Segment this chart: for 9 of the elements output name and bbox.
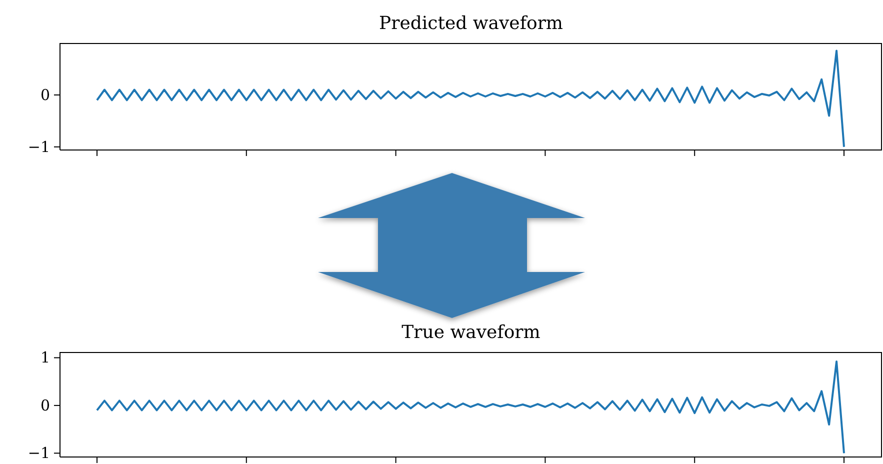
line-series (96, 360, 845, 454)
y-tick-label: −1 (28, 444, 50, 462)
line-series (96, 50, 845, 148)
y-tick-label: 1 (40, 348, 50, 367)
y-tick-label: 0 (40, 396, 50, 414)
chart-title: Predicted waveform (378, 13, 564, 34)
y-tick-label: −1 (28, 138, 50, 156)
chart-title: True waveform (400, 322, 542, 343)
y-tick-label: 0 (40, 86, 50, 104)
